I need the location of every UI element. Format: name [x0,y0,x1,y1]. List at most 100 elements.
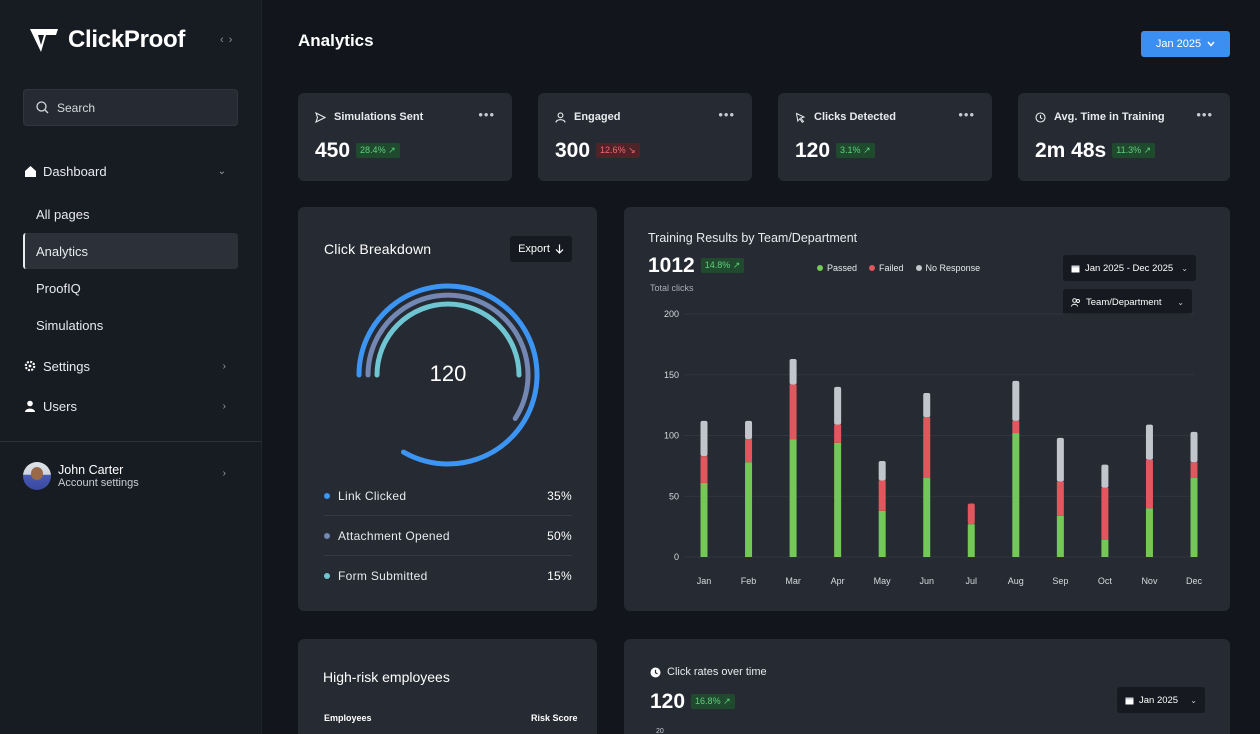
column-header-risk-score[interactable]: Risk Score [531,713,578,723]
legend-value: 50% [547,528,572,543]
click-rates-date-dropdown[interactable]: Jan 2025 ⌄ [1117,687,1205,713]
date-picker-button[interactable]: Jan 2025 [1141,31,1230,57]
calendar-icon [1125,697,1134,704]
y-tick-label: 20 [656,728,664,734]
sidebar-item-analytics[interactable]: Analytics [23,233,238,269]
legend-value: 35% [547,488,572,503]
search-label: Search [57,100,96,115]
legend-dot [324,532,330,539]
download-arrow-icon [555,244,564,254]
x-tick-label: Sep [1052,576,1068,586]
x-tick-label: Oct [1098,576,1113,586]
x-tick-label: Jul [966,576,978,586]
delta-value: 11.3% [1116,145,1142,155]
delta-value: 14.8% [704,260,731,270]
rate-number: 120 [650,690,686,713]
column-header-employees[interactable]: Employees [324,713,372,723]
more-options-icon[interactable]: ••• [718,107,735,122]
stat-number: 450 [315,139,351,162]
legend-dot [817,265,823,271]
training-bar-chart: 0 50 100 150 200 Jan Feb Mar Apr May Jun Jul Aug Sep O… [664,309,1203,586]
legend-dot [324,492,330,499]
stat-number: 2m 48s [1035,139,1107,162]
delta-badge: 12.6% ↘ [596,143,640,158]
bar-segment-failed [834,424,842,443]
x-tick-label: May [874,576,892,586]
sidebar-item-users[interactable]: Users › [23,388,238,424]
bar-segment-no-response [1056,437,1064,482]
sidebar-item-label: ProofIQ [36,280,81,296]
legend-dot [915,265,922,271]
stat-number: 120 [795,139,831,162]
bar-segment-passed [923,478,931,557]
bar-segment-passed [1190,478,1198,557]
x-tick-label: Apr [831,576,845,586]
stat-value: 300 12.6% ↘ [555,139,640,163]
avatar [23,462,51,490]
app-name: ClickProof [68,26,186,53]
more-options-icon[interactable]: ••• [1196,107,1213,122]
card-title: High-risk employees [323,669,450,685]
bar-segment-no-response [923,392,931,418]
bar-segment-no-response [1101,464,1109,488]
sidebar-item-dashboard[interactable]: Dashboard ⌄ [23,153,238,189]
sidebar-item-all-pages[interactable]: All pages [23,196,238,232]
user-icon [23,399,37,413]
clock-icon [1035,111,1046,123]
x-tick-label: Aug [1008,576,1024,586]
legend-failed: Failed [869,263,904,273]
card-title-text: Click rates over time [667,666,767,678]
sidebar-item-proofiq[interactable]: ProofIQ [23,270,238,306]
bar-segment-passed [789,439,797,557]
gauge-arc-form-submitted [374,301,522,378]
bar-segment-passed [834,442,842,557]
stat-label: Simulations Sent [334,111,424,123]
legend-value: 15% [547,569,572,583]
legend-row-link-clicked: Link Clicked 35% [324,476,572,516]
bar-segment-failed [1101,487,1109,540]
gear-icon [23,359,37,373]
bar-segment-failed [745,439,753,463]
x-tick-label: Feb [741,576,757,586]
bar-segment-failed [923,417,931,479]
stat-header: Simulations Sent [315,111,423,123]
sidebar-item-label: Settings [43,358,90,374]
more-options-icon[interactable]: ••• [478,107,495,122]
stat-label: Avg. Time in Training [1054,111,1165,123]
chevron-down-icon: ⌄ [217,165,226,177]
delta-badge: 14.8% ↗ [700,258,745,273]
training-results-card: Training Results by Team/Department 1012… [624,207,1230,611]
total-clicks-value: 1012 14.8% ↗ [648,254,745,278]
high-risk-card: High-risk employees Employees Risk Score [298,639,597,734]
account-settings-link: Account settings [58,476,139,489]
date-picker-label: Jan 2025 [1155,38,1202,50]
group-by-label: Team/Department [1086,296,1162,308]
delta-value: 3.1% [840,145,861,155]
sidebar-item-settings[interactable]: Settings › [23,348,238,384]
chevron-down-icon: ⌄ [1190,695,1197,705]
sidebar: ClickProof ‹ › Search Dashboard ⌄ All pa… [0,0,262,734]
stat-number: 300 [555,139,591,162]
account-menu[interactable]: John Carter Account settings › [23,460,238,492]
card-title: Click rates over time [650,666,767,678]
group-by-dropdown[interactable]: Team/Department ⌄ [1063,289,1192,315]
legend-label: Form Submitted [338,569,428,583]
breakdown-legend: Link Clicked 35% Attachment Opened 50% F… [298,476,597,596]
date-range-dropdown[interactable]: Jan 2025 - Dec 2025 ⌄ [1063,255,1196,281]
logo[interactable]: ClickProof [28,24,185,56]
total-clicks-label: Total clicks [650,283,694,293]
bar-segment-no-response [834,386,842,425]
bar-segment-passed [967,524,975,557]
bar-segment-failed [700,456,708,483]
collapse-sidebar-icon[interactable]: ‹ › [220,34,234,46]
more-options-icon[interactable]: ••• [958,107,975,122]
bar-segment-no-response [878,461,886,481]
search-input[interactable]: Search [23,89,238,126]
y-tick-label: 150 [664,370,679,380]
bar-segment-passed [1012,433,1020,557]
sidebar-item-simulations[interactable]: Simulations [23,307,238,343]
home-icon [23,164,37,178]
bar-segment-failed [789,384,797,440]
sidebar-item-label: Dashboard [43,163,107,179]
export-button[interactable]: Export [510,236,572,262]
